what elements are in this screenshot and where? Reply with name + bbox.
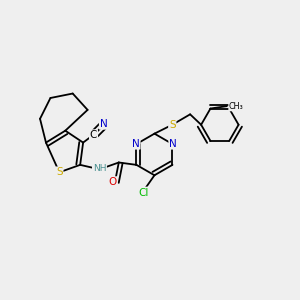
Text: N: N [100, 119, 107, 129]
Text: Cl: Cl [138, 188, 148, 197]
Text: N: N [169, 139, 177, 149]
Text: O: O [108, 177, 117, 187]
Text: S: S [56, 167, 63, 177]
Text: C: C [90, 130, 97, 140]
Text: NH: NH [93, 164, 106, 173]
Text: S: S [169, 120, 175, 130]
Text: N: N [132, 139, 140, 149]
Text: CH₃: CH₃ [229, 102, 244, 111]
